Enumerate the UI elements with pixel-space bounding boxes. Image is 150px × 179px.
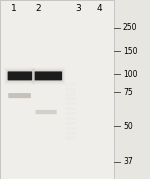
FancyBboxPatch shape <box>64 93 76 96</box>
FancyBboxPatch shape <box>36 110 57 114</box>
FancyBboxPatch shape <box>64 83 76 86</box>
FancyBboxPatch shape <box>6 70 33 82</box>
Text: 75: 75 <box>123 88 133 97</box>
Text: 3: 3 <box>75 4 81 13</box>
FancyBboxPatch shape <box>33 69 64 83</box>
FancyBboxPatch shape <box>34 71 63 81</box>
Text: 37: 37 <box>123 158 133 166</box>
FancyBboxPatch shape <box>64 102 76 105</box>
Text: 4: 4 <box>97 4 103 13</box>
Text: 250: 250 <box>123 23 138 32</box>
Text: 50: 50 <box>123 122 133 131</box>
Text: 150: 150 <box>123 47 138 55</box>
FancyBboxPatch shape <box>8 93 31 98</box>
FancyBboxPatch shape <box>64 112 76 115</box>
FancyBboxPatch shape <box>0 0 114 179</box>
FancyBboxPatch shape <box>35 71 62 80</box>
FancyBboxPatch shape <box>64 127 76 130</box>
FancyBboxPatch shape <box>64 132 76 135</box>
FancyBboxPatch shape <box>64 97 76 101</box>
Text: 1: 1 <box>11 4 17 13</box>
FancyBboxPatch shape <box>33 70 63 82</box>
FancyBboxPatch shape <box>7 71 33 81</box>
Text: 100: 100 <box>123 70 138 79</box>
FancyBboxPatch shape <box>8 71 32 80</box>
FancyBboxPatch shape <box>64 117 76 120</box>
FancyBboxPatch shape <box>6 69 34 83</box>
FancyBboxPatch shape <box>64 136 76 140</box>
FancyBboxPatch shape <box>64 122 76 125</box>
FancyBboxPatch shape <box>64 88 76 91</box>
Text: 2: 2 <box>35 4 41 13</box>
FancyBboxPatch shape <box>64 107 76 110</box>
